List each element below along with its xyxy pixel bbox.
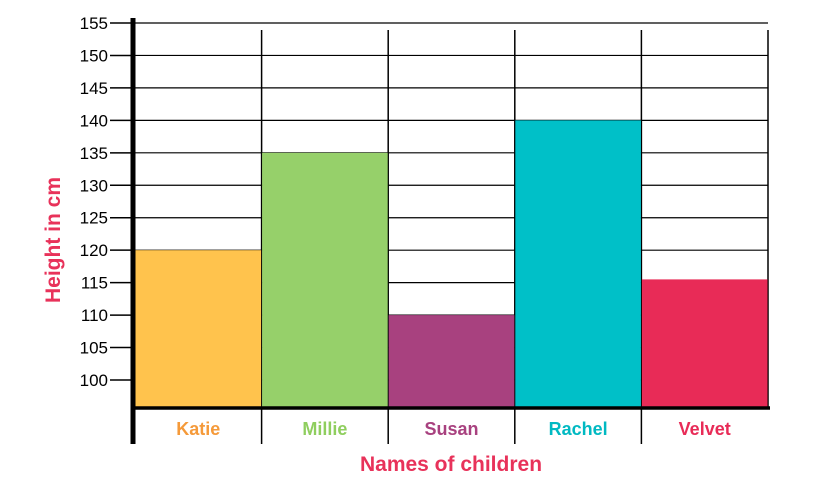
y-tick-label: 100 bbox=[80, 371, 108, 390]
bar-katie bbox=[135, 250, 262, 408]
bar-layer bbox=[135, 120, 768, 408]
label-layer: 100 105 110 115 120 125 130 135 140 145 150 155 Kati… bbox=[80, 14, 731, 439]
bar-rachel bbox=[515, 120, 641, 408]
category-label-rachel: Rachel bbox=[549, 419, 608, 439]
y-tick-label: 155 bbox=[80, 14, 108, 33]
y-tick-label: 135 bbox=[80, 144, 108, 163]
category-label-katie: Katie bbox=[176, 419, 220, 439]
y-tick-label: 115 bbox=[81, 274, 108, 293]
x-axis-title: Names of children bbox=[360, 453, 542, 476]
y-tick-label: 140 bbox=[80, 111, 108, 130]
y-tick-label: 150 bbox=[80, 46, 108, 65]
y-tick-label: 105 bbox=[80, 339, 108, 358]
y-tick-label: 120 bbox=[80, 241, 108, 260]
bar-susan bbox=[388, 315, 515, 408]
y-tick-label: 130 bbox=[80, 176, 108, 195]
grid-layer bbox=[135, 22, 769, 408]
bar-millie bbox=[262, 152, 388, 408]
category-label-susan: Susan bbox=[424, 419, 478, 439]
y-tick-label: 145 bbox=[80, 79, 108, 98]
y-axis-title: Height in cm bbox=[42, 177, 65, 303]
category-label-velvet: Velvet bbox=[679, 419, 731, 439]
bar-velvet bbox=[641, 279, 768, 408]
category-label-millie: Millie bbox=[302, 419, 347, 439]
y-tick-label: 125 bbox=[80, 209, 108, 228]
axis-layer bbox=[110, 18, 770, 444]
y-tick-label: 110 bbox=[81, 306, 108, 325]
